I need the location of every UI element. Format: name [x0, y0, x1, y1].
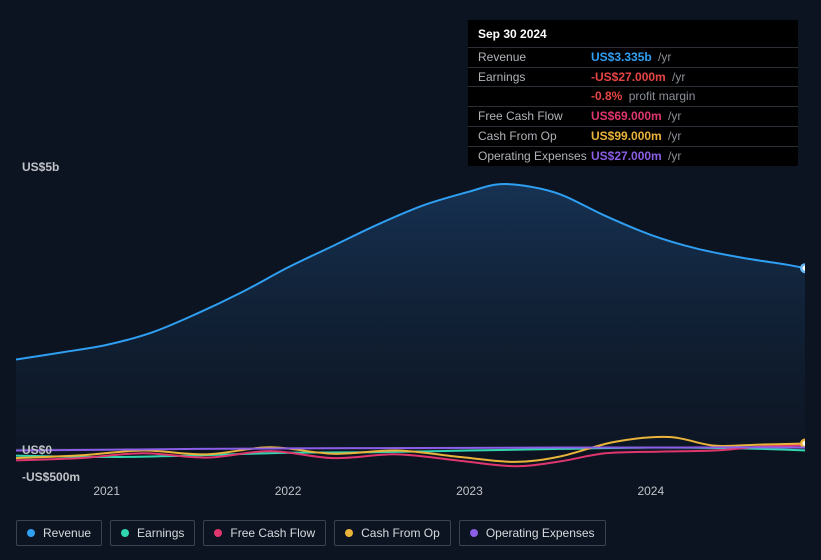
legend-label: Operating Expenses: [486, 526, 595, 540]
legend-swatch: [345, 529, 353, 537]
tooltip-label: Free Cash Flow: [478, 108, 591, 125]
y-tick-label: US$0: [22, 443, 52, 457]
legend-item-operating-expenses[interactable]: Operating Expenses: [459, 520, 606, 546]
legend-item-free-cash-flow[interactable]: Free Cash Flow: [203, 520, 326, 546]
plot-area: [16, 178, 805, 476]
tooltip-value: US$27.000m /yr: [591, 148, 681, 165]
legend-label: Free Cash Flow: [230, 526, 315, 540]
legend-swatch: [214, 529, 222, 537]
series-area-revenue: [16, 184, 805, 449]
legend-label: Cash From Op: [361, 526, 440, 540]
tooltip-value: US$99.000m /yr: [591, 128, 681, 145]
x-tick-label: 2024: [637, 484, 664, 498]
tooltip-row: RevenueUS$3.335b /yr: [468, 47, 798, 67]
tooltip-value: US$69.000m /yr: [591, 108, 681, 125]
tooltip-label: Operating Expenses: [478, 148, 591, 165]
financial-chart: US$5b US$0 -US$500m 2021 2022 2023 2024 Sep 3…: [0, 0, 821, 560]
legend-swatch: [470, 529, 478, 537]
tooltip-row: Earnings-US$27.000m /yr: [468, 67, 798, 87]
legend-label: Revenue: [43, 526, 91, 540]
tooltip-value: -US$27.000m /yr: [591, 69, 685, 86]
tooltip-value: US$3.335b /yr: [591, 49, 671, 66]
legend-item-earnings[interactable]: Earnings: [110, 520, 195, 546]
y-tick-label: US$5b: [22, 160, 59, 174]
y-tick-label: -US$500m: [22, 470, 80, 484]
x-tick-label: 2021: [93, 484, 120, 498]
tooltip-label: Cash From Op: [478, 128, 591, 145]
legend-item-cash-from-op[interactable]: Cash From Op: [334, 520, 451, 546]
data-tooltip: Sep 30 2024 RevenueUS$3.335b /yrEarnings…: [468, 20, 798, 166]
legend-item-revenue[interactable]: Revenue: [16, 520, 102, 546]
tooltip-label: Earnings: [478, 69, 591, 86]
tooltip-subrow: -0.8% profit margin: [468, 86, 798, 106]
x-tick-label: 2022: [275, 484, 302, 498]
tooltip-row: Free Cash FlowUS$69.000m /yr: [468, 106, 798, 126]
legend-label: Earnings: [137, 526, 184, 540]
tooltip-label: Revenue: [478, 49, 591, 66]
tooltip-date: Sep 30 2024: [468, 24, 798, 47]
tooltip-row: Operating ExpensesUS$27.000m /yr: [468, 146, 798, 166]
legend-swatch: [121, 529, 129, 537]
x-tick-label: 2023: [456, 484, 483, 498]
tooltip-row: Cash From OpUS$99.000m /yr: [468, 126, 798, 146]
legend-swatch: [27, 529, 35, 537]
chart-legend: Revenue Earnings Free Cash Flow Cash From O…: [16, 520, 606, 546]
